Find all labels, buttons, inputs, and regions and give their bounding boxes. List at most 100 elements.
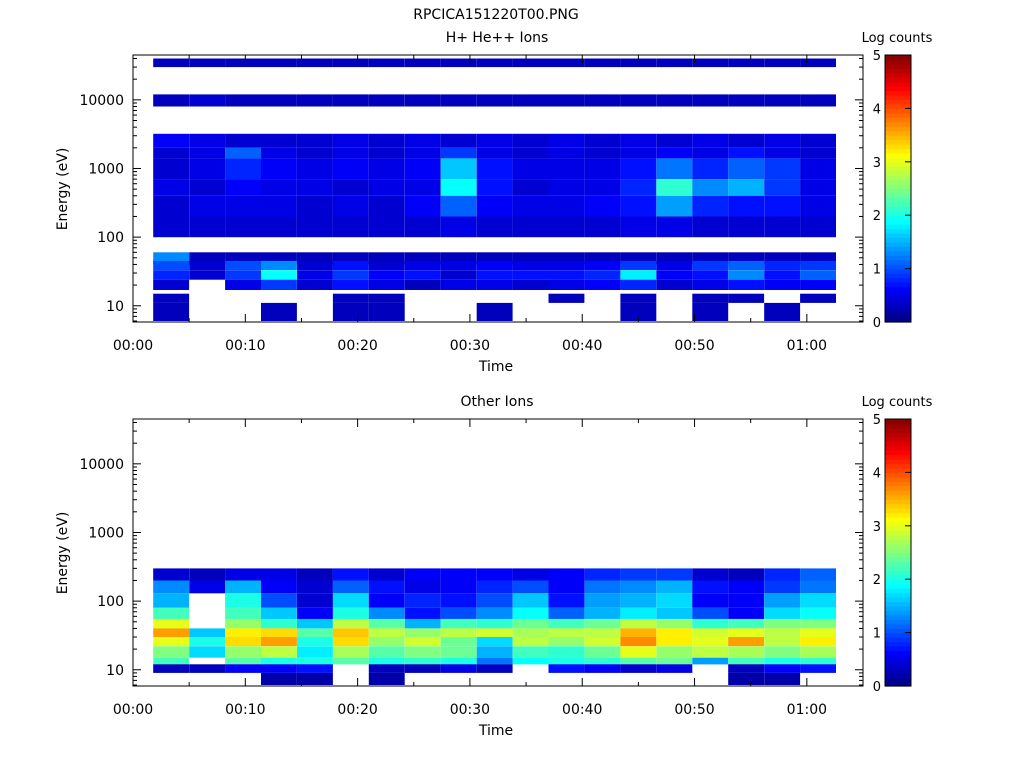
- colorbar-segment: [885, 281, 911, 287]
- colorbar-segment: [885, 121, 911, 127]
- heatmap-cell: [261, 270, 297, 280]
- heatmap-cell: [225, 657, 261, 665]
- colorbar-segment: [885, 601, 911, 607]
- colorbar-segment: [885, 632, 911, 638]
- heatmap-cell: [692, 293, 729, 303]
- heatmap-cell: [656, 637, 693, 647]
- heatmap-cell: [404, 637, 441, 647]
- colorbar-segment: [885, 99, 911, 105]
- heatmap-cell: [764, 657, 801, 665]
- heatmap-cell: [368, 628, 405, 637]
- heatmap-cell: [332, 158, 369, 180]
- heatmap-cell: [548, 260, 585, 271]
- heatmap-cell: [189, 147, 226, 159]
- colorbar-segment: [885, 290, 911, 296]
- heatmap-cell: [476, 279, 513, 290]
- heatmap-cell: [692, 580, 729, 594]
- colorbar-segment: [885, 313, 911, 319]
- heatmap-cell: [225, 580, 261, 594]
- heatmap-cell: [692, 195, 729, 217]
- y-tick-label: 10: [106, 299, 124, 315]
- heatmap-cell: [153, 628, 190, 637]
- heatmap-cell: [404, 664, 441, 673]
- x-tick-label: 00:40: [562, 702, 602, 718]
- heatmap-cell: [476, 593, 513, 608]
- x-tick-label: 00:20: [337, 702, 377, 718]
- colorbar-segment: [885, 476, 911, 482]
- heatmap-cell: [584, 646, 621, 658]
- colorbar-segment: [885, 650, 911, 656]
- heatmap-cell: [225, 646, 261, 658]
- x-tick-label: 00:50: [674, 702, 714, 718]
- heatmap-cell: [153, 607, 190, 619]
- heatmap-cell: [728, 580, 765, 594]
- colorbar-segment: [885, 681, 911, 687]
- colorbar-segment: [885, 623, 911, 629]
- heatmap-cell: [261, 593, 297, 608]
- heatmap-cell: [332, 179, 369, 196]
- colorbar-segment: [885, 135, 911, 141]
- heatmap-cell: [440, 179, 477, 196]
- heatmap-cell: [332, 302, 369, 321]
- heatmap-cell: [728, 94, 765, 107]
- heatmap-cell: [404, 657, 441, 665]
- heatmap-cell: [728, 607, 765, 619]
- heatmap-cell: [476, 133, 513, 148]
- figure-title: RPCICA151220T00.PNG: [413, 7, 578, 23]
- heatmap-cell: [692, 279, 729, 290]
- colorbar-tick-label: 5: [873, 49, 881, 64]
- heatmap-cell: [584, 618, 621, 629]
- heatmap-cell: [440, 260, 477, 271]
- colorbar-segment: [885, 166, 911, 172]
- heatmap-cell: [189, 94, 226, 107]
- heatmap-cell: [332, 58, 369, 68]
- heatmap-cell: [297, 94, 333, 107]
- heatmap-cell: [153, 279, 190, 290]
- colorbar-segment: [885, 579, 911, 585]
- heatmap-cell: [404, 580, 441, 594]
- heatmap-cell: [620, 637, 657, 647]
- axes-frame: 00:00 00:10 00:20 00:30 00:40 00:50 01:00 10 100…: [79, 418, 864, 718]
- heatmap-cell: [440, 618, 477, 629]
- heatmap-cell: [297, 179, 333, 196]
- heatmap-cell: [584, 195, 621, 217]
- colorbar-segment: [885, 161, 911, 167]
- heatmap-cell: [368, 593, 405, 608]
- heatmap-cell: [728, 216, 765, 238]
- heatmap-cell: [512, 279, 549, 290]
- heatmap-cell: [261, 568, 297, 581]
- heatmap-cell: [404, 618, 441, 629]
- heatmap-cell: [548, 646, 585, 658]
- heatmap-cell: [368, 568, 405, 581]
- heatmap-cells: [153, 568, 836, 685]
- heatmap-cell: [332, 628, 369, 637]
- heatmap-cell: [728, 664, 765, 673]
- heatmap-cell: [476, 628, 513, 637]
- heatmap-cell: [620, 293, 657, 303]
- colorbar-segment: [885, 552, 911, 558]
- x-tick-label: 00:30: [450, 702, 490, 718]
- heatmap-cell: [728, 260, 765, 271]
- heatmap-cell: [225, 94, 261, 107]
- heatmap-cell: [368, 637, 405, 647]
- heatmap-cell: [440, 628, 477, 637]
- colorbar-segment: [885, 237, 911, 243]
- heatmap-cell: [440, 58, 477, 68]
- colorbar-segment: [885, 192, 911, 198]
- heatmap-panel-h-he-ions: H+ He++ Ions Energy (eV) Time Log counts…: [55, 30, 933, 375]
- heatmap-cell: [584, 179, 621, 196]
- heatmap-cell: [368, 270, 405, 280]
- colorbar-segment: [885, 308, 911, 314]
- heatmap-cell: [548, 270, 585, 280]
- heatmap-panel-other-ions: Other Ions Energy (eV) Time Log counts 0…: [55, 394, 933, 739]
- heatmap-cell: [584, 607, 621, 619]
- colorbar-segment: [885, 126, 911, 132]
- heatmap-cell: [584, 637, 621, 647]
- colorbar-segment: [885, 81, 911, 87]
- heatmap-cells: [153, 58, 836, 321]
- heatmap-cell: [368, 302, 405, 321]
- heatmap-cell: [656, 593, 693, 608]
- heatmap-cell: [225, 133, 261, 148]
- heatmap-cell: [584, 270, 621, 280]
- heatmap-cell: [189, 58, 226, 68]
